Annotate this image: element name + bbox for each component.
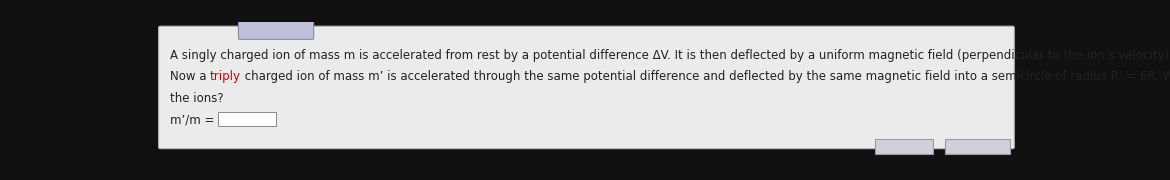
Text: Now a: Now a xyxy=(170,70,209,83)
FancyBboxPatch shape xyxy=(239,21,314,39)
FancyBboxPatch shape xyxy=(944,139,1011,154)
Text: triply: triply xyxy=(209,70,241,83)
Bar xyxy=(1023,22,1053,160)
Text: A singly charged ion of mass m is accelerated from rest by a potential differenc: A singly charged ion of mass m is accele… xyxy=(170,49,1170,62)
FancyBboxPatch shape xyxy=(875,139,932,154)
Bar xyxy=(218,112,276,125)
Text: the ions?: the ions? xyxy=(170,92,223,105)
FancyBboxPatch shape xyxy=(159,26,1014,149)
Text: m’/m =: m’/m = xyxy=(170,113,218,126)
Text: charged ion of mass m’ is accelerated through the same potential difference and : charged ion of mass m’ is accelerated th… xyxy=(241,70,1170,83)
